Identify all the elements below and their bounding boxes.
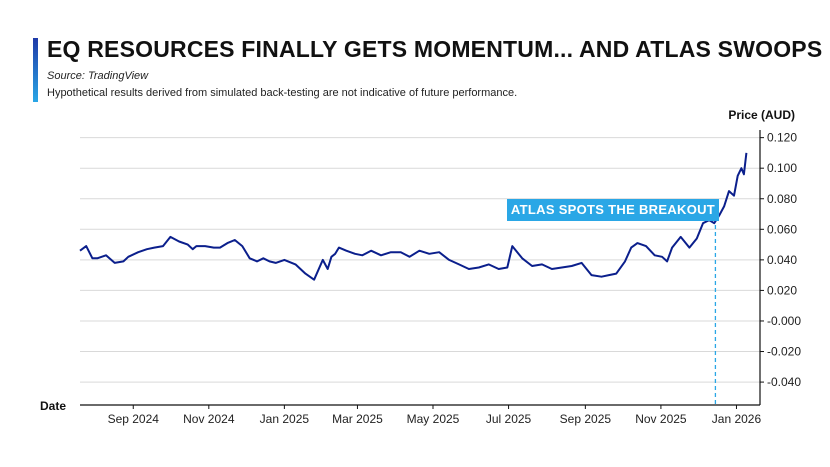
series-line-price	[79, 152, 748, 281]
y-tick-label: 0.080	[767, 192, 797, 206]
y-tick-label: -0.040	[767, 375, 801, 389]
y-tick-label: 0.020	[767, 283, 797, 297]
x-tick-label: Sep 2025	[560, 412, 612, 426]
x-tick-label: Sep 2024	[108, 412, 160, 426]
x-axis-ticks: Sep 2024 Nov 2024 Jan 2025 Mar 2025 May 2025…	[108, 405, 762, 426]
y-tick-label: 0.060	[767, 222, 797, 236]
y-tick-label: 0.040	[767, 253, 797, 267]
x-tick-label: May 2025	[407, 412, 460, 426]
x-tick-label: Mar 2025	[332, 412, 383, 426]
y-tick-label: 0.120	[767, 131, 797, 145]
breakout-callout: ATLAS SPOTS THE BREAKOUT	[507, 199, 719, 221]
x-tick-label: Nov 2024	[183, 412, 235, 426]
source-note: Source: TradingView	[47, 70, 149, 82]
y-tick-label: 0.100	[767, 161, 797, 175]
x-tick-label: Jul 2025	[486, 412, 532, 426]
x-tick-label: Jan 2025	[260, 412, 310, 426]
title-accent-bar	[33, 38, 38, 102]
x-tick-label: Jan 2026	[712, 412, 762, 426]
page-title: EQ RESOURCES FINALLY GETS MOMENTUM... AN…	[47, 36, 830, 62]
y-tick-label: -0.000	[767, 314, 801, 328]
y-axis-title: Price (AUD)	[728, 108, 795, 122]
x-tick-label: Nov 2025	[635, 412, 687, 426]
y-tick-label: -0.020	[767, 345, 801, 359]
disclaimer-text: Hypothetical results derived from simula…	[47, 87, 518, 99]
y-axis-ticks: 0.120 0.100 0.080 0.060 0.040 0.020 -0.000 -0.0…	[760, 131, 801, 389]
x-axis-title: Date	[40, 399, 66, 413]
gridlines	[80, 137, 760, 383]
